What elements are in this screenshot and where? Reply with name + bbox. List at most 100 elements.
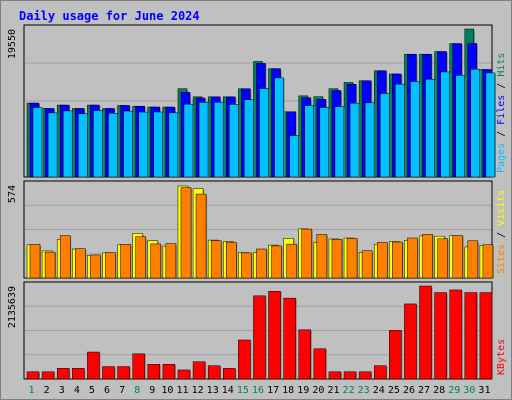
bar-sites-day-6 [105,252,116,279]
bar-sites-day-22 [346,238,358,279]
max-label-volume: 2135639 [7,286,18,328]
bar-kbytes-day-12 [192,361,206,380]
bar-sites-day-13 [210,240,222,279]
bar-sites-day-26 [407,237,418,279]
bar-kbytes-day-13 [207,365,221,380]
bar-kbytes-day-7 [117,366,130,380]
legend-item: / [496,125,507,143]
legend-item: Pages [496,143,507,173]
bar-pages-day-1 [32,107,43,178]
legend-item: Visits [496,190,507,226]
day-label-6: 6 [104,385,110,396]
bar-kbytes-day-6 [102,366,115,380]
bar-sites-day-25 [392,241,403,279]
day-label-25: 25 [388,385,400,396]
bar-sites-day-21 [331,239,343,279]
bar-pages-day-15 [244,99,254,178]
day-label-4: 4 [74,385,80,396]
day-label-29: 29 [448,385,460,396]
bar-sites-day-17 [271,245,282,279]
bar-pages-day-22 [349,103,360,178]
bar-pages-day-26 [410,81,420,178]
day-label-18: 18 [282,385,294,396]
day-label-5: 5 [89,385,95,396]
day-label-16: 16 [252,385,264,396]
bar-sites-day-14 [226,241,237,279]
bar-sites-day-20 [316,234,328,279]
bar-sites-day-7 [120,244,131,279]
bar-kbytes-day-19 [298,329,311,380]
bar-kbytes-day-15 [238,339,251,380]
bar-kbytes-day-25 [389,330,402,380]
bar-kbytes-day-31 [479,292,493,380]
bar-kbytes-day-27 [419,285,432,380]
bar-sites-day-19 [301,228,312,279]
day-label-3: 3 [59,385,65,396]
day-label-12: 12 [192,385,204,396]
bar-kbytes-day-10 [162,364,176,380]
bar-pages-day-13 [213,102,224,178]
day-label-20: 20 [312,385,324,396]
day-label-30: 30 [463,385,475,396]
day-label-23: 23 [358,385,370,396]
bar-kbytes-day-11 [177,369,191,380]
day-label-10: 10 [161,385,173,396]
bar-sites-day-18 [286,243,297,279]
bar-kbytes-day-29 [449,289,462,380]
bar-kbytes-day-16 [253,295,266,380]
bar-pages-day-25 [395,83,405,178]
bar-pages-day-29 [455,75,465,178]
bar-pages-day-10 [168,112,179,178]
day-label-19: 19 [297,385,309,396]
day-label-1: 1 [29,385,35,396]
bar-pages-day-28 [440,71,450,178]
bar-pages-day-11 [183,103,194,178]
day-label-15: 15 [237,385,249,396]
bar-kbytes-day-26 [404,303,417,380]
bar-pages-day-17 [274,77,284,178]
bar-sites-day-9 [150,243,162,279]
bar-sites-day-4 [75,248,86,279]
bar-sites-day-23 [361,250,373,279]
bar-pages-day-24 [379,93,390,178]
bar-kbytes-day-3 [56,368,70,380]
bar-kbytes-day-23 [358,371,372,380]
bar-kbytes-day-21 [328,371,342,380]
bar-sites-day-15 [241,252,252,279]
bar-kbytes-day-18 [283,297,296,380]
day-label-11: 11 [176,385,188,396]
day-label-17: 17 [267,385,279,396]
bar-sites-day-28 [437,238,448,279]
legend-item: Hits [496,53,507,77]
bar-sites-day-2 [44,251,56,279]
bar-kbytes-day-2 [41,371,55,380]
day-label-14: 14 [222,385,234,396]
bar-sites-day-31 [482,244,494,279]
bar-kbytes-day-17 [268,291,281,380]
legend-volume: KBytes [496,339,507,375]
bar-pages-day-14 [229,104,239,178]
bar-pages-day-16 [259,88,269,178]
bar-pages-day-18 [289,135,299,178]
day-label-26: 26 [403,385,415,396]
bar-pages-day-20 [319,107,330,178]
bar-pages-day-31 [485,72,496,178]
bar-pages-day-8 [138,111,148,178]
bar-sites-day-24 [376,242,388,279]
bar-kbytes-day-24 [373,365,387,380]
bar-pages-day-21 [334,106,345,178]
bar-kbytes-day-9 [147,364,161,380]
bar-pages-day-3 [62,110,73,178]
chart-title: Daily usage for June 2024 [19,9,200,23]
bar-pages-day-23 [364,102,375,178]
bar-pages-day-19 [304,105,314,178]
bar-pages-day-30 [470,68,481,178]
legend-traffic: Pages / Files / Hits [496,53,507,173]
bar-pages-day-9 [153,111,164,178]
day-label-13: 13 [207,385,219,396]
day-label-7: 7 [119,385,125,396]
bar-pages-day-6 [108,113,118,178]
bar-kbytes-day-28 [434,292,447,380]
